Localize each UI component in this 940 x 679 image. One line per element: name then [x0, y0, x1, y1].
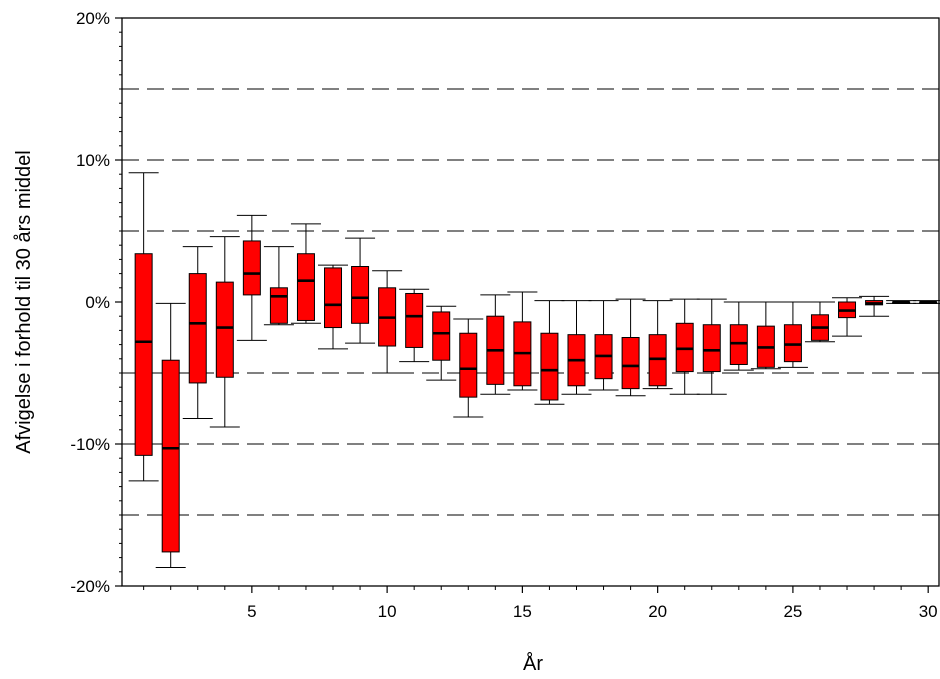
box-item	[642, 300, 673, 390]
box-item	[750, 301, 781, 370]
box-iqr	[621, 337, 640, 390]
box-item	[155, 302, 186, 569]
box-iqr	[269, 287, 288, 324]
box-iqr	[648, 334, 667, 387]
box-item	[263, 246, 294, 326]
box-item	[696, 298, 727, 395]
box-item	[128, 172, 159, 482]
y-tick-label: -10%	[70, 435, 110, 454]
box-item	[886, 300, 917, 304]
y-tick-label: 10%	[76, 151, 110, 170]
y-axis-title: Afvigelse i forhold til 30 års middel	[13, 150, 35, 453]
box-item	[777, 301, 808, 368]
box-item	[507, 291, 538, 391]
box-item	[615, 298, 646, 397]
box-item	[453, 318, 484, 418]
y-tick-label: -20%	[70, 577, 110, 596]
box-iqr	[783, 324, 802, 363]
box-item	[859, 295, 890, 317]
x-tick-label: 30	[919, 602, 938, 621]
box-item	[804, 301, 835, 343]
y-tick-label: 20%	[76, 9, 110, 28]
box-iqr	[351, 266, 370, 324]
x-tick-label: 5	[247, 602, 256, 621]
box-item	[723, 301, 754, 371]
x-tick-label: 20	[648, 602, 667, 621]
box-iqr	[215, 281, 234, 378]
box-iqr	[432, 311, 451, 361]
box-iqr	[324, 267, 343, 329]
box-item	[669, 298, 700, 395]
box-iqr	[729, 324, 748, 365]
box-item	[913, 300, 940, 304]
x-tick-label: 10	[378, 602, 397, 621]
box-item	[832, 297, 863, 337]
box-item	[561, 300, 592, 395]
box-iqr	[296, 253, 315, 321]
box-iqr	[459, 332, 478, 398]
box-iqr	[675, 322, 694, 373]
box-item	[399, 288, 430, 363]
box-item	[345, 237, 376, 344]
box-iqr	[405, 292, 424, 348]
box-item	[182, 246, 213, 419]
x-axis-title: År	[523, 652, 543, 675]
box-iqr	[702, 324, 721, 373]
box-item	[534, 300, 565, 405]
boxes	[128, 172, 940, 569]
box-iqr	[188, 273, 207, 384]
box-item	[480, 294, 511, 395]
x-tick-label: 15	[513, 602, 532, 621]
box-item	[372, 270, 403, 374]
box-item	[236, 214, 267, 341]
x-tick-label: 25	[783, 602, 802, 621]
box-item	[426, 305, 457, 381]
box-item	[318, 264, 349, 350]
box-iqr	[134, 253, 153, 456]
box-item	[290, 223, 321, 324]
box-iqr	[242, 240, 261, 296]
box-item	[588, 300, 619, 391]
box-item	[209, 236, 240, 428]
box-iqr	[540, 332, 559, 401]
y-tick-label: 0%	[85, 293, 110, 312]
axes: -20% -10% 0% 10% 20% 5 10 15 20 25 30	[70, 9, 938, 621]
box-iqr	[161, 359, 180, 553]
